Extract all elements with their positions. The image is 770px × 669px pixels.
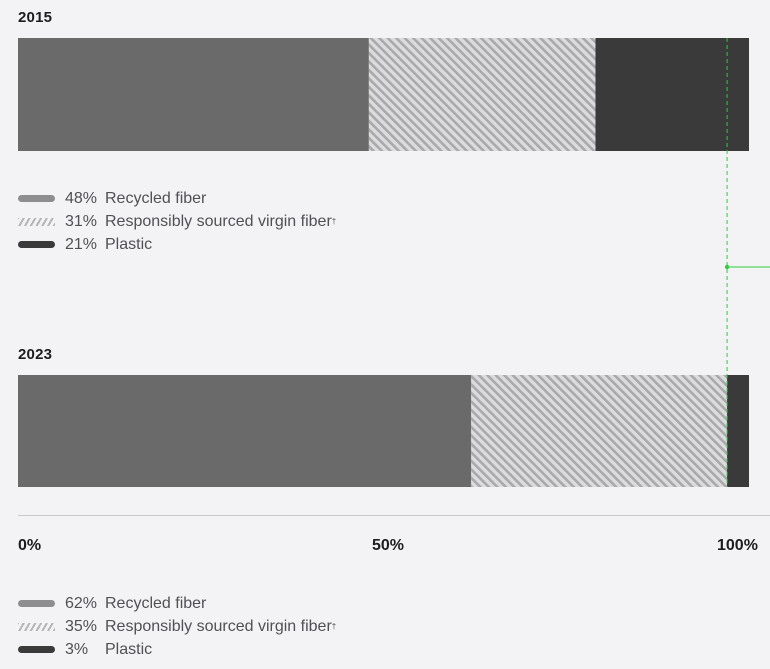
bar-segment-2015-recycled [18, 38, 369, 151]
dagger-note: † [331, 622, 337, 631]
legend-2015: 48% Recycled fiber 31% Responsibly sourc… [18, 187, 336, 256]
legend-item-plastic: 21% Plastic [18, 233, 336, 256]
legend-2023: 62% Recycled fiber 35% Responsibly sourc… [18, 592, 336, 661]
legend-value: 31% [65, 212, 98, 230]
year-label-2023: 2023 [18, 346, 53, 363]
hatched-swatch-icon [18, 622, 55, 631]
legend-label: Responsibly sourced virgin fiber [105, 617, 332, 635]
solid-swatch-icon [18, 241, 55, 248]
legend-label: Responsibly sourced virgin fiber [105, 212, 332, 230]
legend-value: 21% [65, 235, 98, 253]
legend-label: Plastic [105, 235, 153, 253]
legend-value: 62% [65, 594, 98, 612]
bar-segment-2015-plastic [595, 38, 749, 151]
legend-label: Plastic [105, 640, 153, 658]
bar-segment-2023-virgin [471, 375, 728, 487]
tick-label-100: 100% [717, 537, 758, 554]
bar-segment-2015-virgin [368, 38, 596, 151]
bar-segment-2023-plastic [727, 375, 749, 487]
solid-swatch-icon [18, 646, 55, 653]
hatched-swatch-icon [18, 217, 55, 226]
solid-swatch-icon [18, 195, 55, 202]
legend-label: Recycled fiber [105, 594, 207, 612]
legend-item-virgin-fiber: 31% Responsibly sourced virgin fiber † [18, 210, 336, 233]
solid-swatch-icon [18, 600, 55, 607]
tick-label-50: 50% [372, 537, 405, 554]
guide-dot [724, 264, 730, 270]
legend-item-recycled-fiber: 62% Recycled fiber [18, 592, 336, 615]
legend-value: 35% [65, 617, 98, 635]
legend-value: 48% [65, 189, 98, 207]
legend-value: 3% [65, 640, 89, 658]
axis-baseline [18, 515, 770, 516]
legend-item-plastic: 3% Plastic [18, 638, 336, 661]
legend-label: Recycled fiber [105, 189, 207, 207]
year-label-2015: 2015 [18, 9, 53, 26]
legend-item-recycled-fiber: 48% Recycled fiber [18, 187, 336, 210]
dagger-note: † [331, 217, 337, 226]
tick-label-0: 0% [18, 537, 42, 554]
legend-item-virgin-fiber: 35% Responsibly sourced virgin fiber † [18, 615, 336, 638]
bar-segment-2023-recycled [18, 375, 472, 487]
